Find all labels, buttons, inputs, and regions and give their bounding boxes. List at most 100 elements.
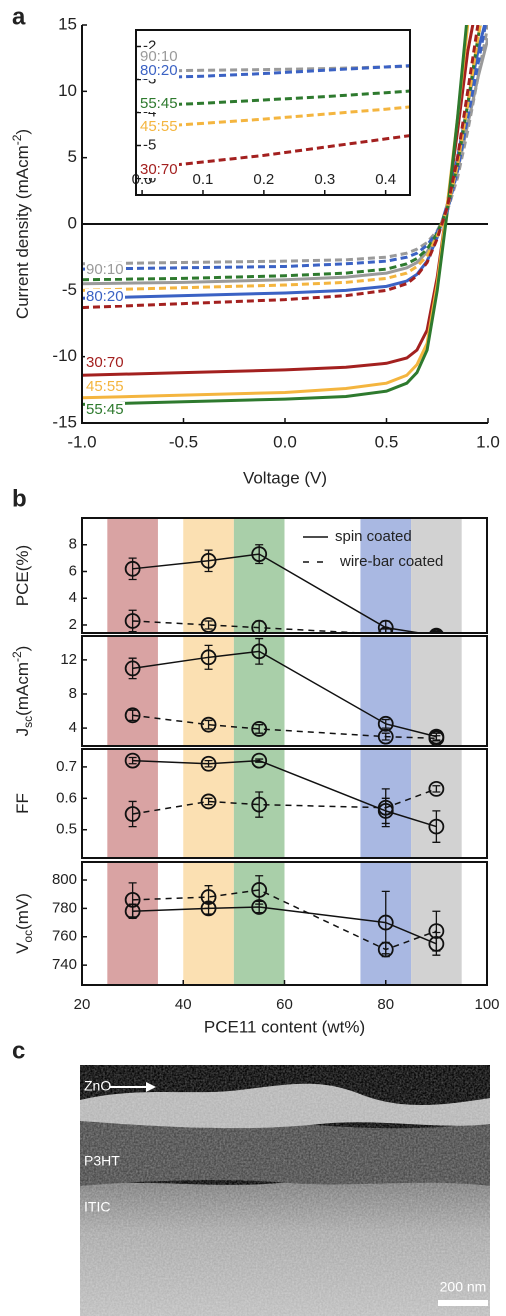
x-tick-label: 20	[74, 996, 91, 1013]
data-point	[428, 627, 444, 633]
series-line	[82, 25, 487, 271]
data-point	[200, 649, 217, 666]
layer-label: ZnO	[84, 1078, 111, 1094]
x-tick-label: 60	[276, 996, 293, 1013]
legend-label: spin coated	[335, 528, 412, 545]
data-point	[251, 643, 268, 660]
error-bar	[204, 719, 213, 730]
data-point	[377, 941, 394, 958]
label-background	[139, 96, 179, 112]
x-tick-label: 0.2	[253, 171, 274, 188]
error-bar	[255, 875, 264, 905]
series-line	[82, 25, 488, 266]
frame	[81, 517, 488, 634]
y-tick-label: 740	[52, 956, 77, 973]
data-point	[251, 752, 268, 769]
series-label: 80:20	[140, 62, 178, 79]
x-tick-label: 40	[175, 996, 192, 1013]
x-tick-label: 0.3	[314, 171, 335, 188]
data-point	[377, 914, 394, 931]
y-tick-label: 0.5	[56, 821, 77, 838]
error-bar	[381, 628, 390, 633]
series-line	[142, 64, 410, 80]
legend-label: wire-bar coated	[339, 553, 443, 570]
highlight-band	[183, 862, 234, 985]
scale-bar-label: 200 nm	[440, 1279, 487, 1295]
y-axis-label-part: )	[13, 129, 32, 135]
data-point	[200, 617, 217, 633]
series-line	[82, 25, 482, 282]
y-tick-label: -5	[143, 136, 156, 153]
data-point	[124, 560, 141, 577]
data-point	[200, 552, 217, 569]
frame	[81, 861, 488, 986]
series-label: 45:55	[140, 118, 178, 135]
error-bar	[432, 735, 441, 742]
y-axis-label: Current density (mAcm-2)	[10, 129, 32, 319]
y-axis-label-part: PCE(%)	[13, 545, 32, 606]
highlight-band	[233, 518, 285, 633]
error-bar	[432, 631, 441, 633]
error-bar	[381, 718, 390, 729]
y-tick-label: 4	[69, 719, 77, 736]
y-tick-label: 800	[52, 871, 77, 888]
label-background	[139, 162, 179, 178]
y-tick-label: 780	[52, 899, 77, 916]
error-bar	[381, 732, 390, 741]
y-tick-label: 12	[60, 651, 77, 668]
y-tick-label: 5	[68, 147, 77, 166]
data-point	[429, 629, 444, 633]
error-bar	[204, 620, 213, 630]
plot-area	[124, 752, 445, 843]
data-point	[377, 728, 394, 745]
highlight-band	[411, 636, 462, 746]
highlight-band	[183, 518, 234, 633]
y-tick-label: 0.7	[56, 758, 77, 775]
data-point	[251, 619, 268, 633]
x-tick-label: 0.5	[375, 432, 399, 451]
error-bar	[128, 800, 137, 828]
y-axis-label: PCE(%)	[13, 545, 32, 606]
label-background	[85, 402, 125, 418]
y-tick-label: -10	[52, 346, 77, 365]
error-bar	[381, 788, 390, 828]
data-point	[251, 721, 268, 737]
y-axis-label-part: sc	[21, 716, 35, 728]
y-axis-label-part: (mV)	[13, 893, 32, 930]
data-point	[124, 613, 141, 629]
error-bar	[204, 644, 213, 670]
series-line	[82, 25, 482, 292]
error-bar	[255, 791, 264, 818]
series-line	[82, 25, 468, 406]
data-point	[377, 715, 394, 732]
y-axis-label-part: oc	[21, 930, 35, 943]
data-point	[251, 882, 268, 898]
label-background	[85, 262, 125, 278]
y-axis-label-part: (mAcm	[13, 662, 32, 716]
x-tick-label: 0.4	[375, 171, 396, 188]
error-bar	[255, 637, 264, 665]
highlight-band	[107, 862, 158, 985]
series-label: 80:20	[86, 288, 124, 305]
label-background	[139, 63, 179, 79]
y-axis-label-part: FF	[13, 793, 32, 814]
plot-area	[141, 64, 410, 171]
y-tick-label: 4	[69, 589, 77, 606]
label-background	[139, 49, 179, 65]
y-axis-label: FF	[13, 793, 32, 814]
series-line	[82, 25, 480, 310]
error-bar	[128, 756, 137, 765]
y-tick-label: 15	[58, 14, 77, 33]
data-point	[200, 889, 217, 905]
data-point	[428, 780, 445, 797]
y-axis-label-part: J	[13, 728, 32, 737]
y-tick-label: 10	[58, 81, 77, 100]
error-bar	[432, 810, 441, 843]
data-point	[200, 716, 217, 733]
highlight-band	[107, 636, 158, 746]
x-tick-label: 80	[377, 996, 394, 1013]
error-bar	[255, 724, 264, 734]
label-background	[85, 355, 125, 371]
label-background	[85, 379, 125, 395]
